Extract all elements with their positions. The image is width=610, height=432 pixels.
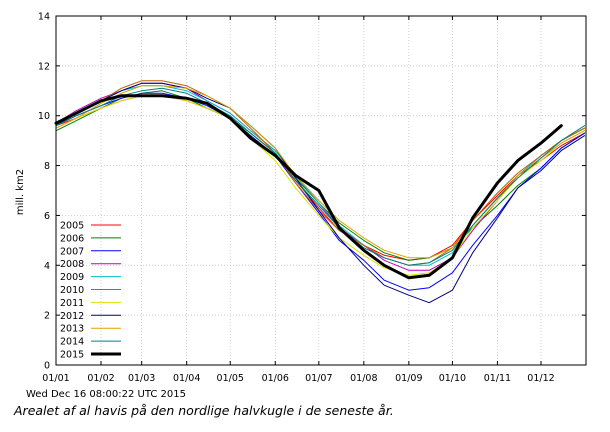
series-line-2007 (55, 92, 585, 291)
legend-label-2014: 2014 (60, 337, 84, 348)
legend-label-2007: 2007 (60, 246, 84, 257)
y-tick-label: 4 (44, 261, 50, 272)
legend-label-2011: 2011 (60, 298, 84, 309)
y-axis-label: mill. km2 (15, 169, 26, 215)
y-tick-label: 0 (44, 361, 50, 372)
y-ticks: 0 2 4 6 8 10 12 14 (38, 12, 586, 372)
y-tick-label: 14 (38, 12, 50, 23)
legend-label-2010: 2010 (60, 285, 84, 296)
plot-frame (55, 15, 587, 366)
x-tick-label: 01/09 (395, 373, 422, 384)
y-tick-label: 6 (44, 211, 50, 222)
x-tick-label: 01/08 (350, 373, 377, 384)
series-line-2008 (55, 82, 585, 271)
x-tick-label: 01/11 (484, 373, 511, 384)
x-tick-label: 01/01 (42, 373, 69, 384)
timestamp: Wed Dec 16 08:00:22 UTC 2015 (26, 389, 186, 400)
legend-label-2006: 2006 (60, 233, 84, 244)
x-tick-label: 01/10 (439, 373, 466, 384)
x-ticks: 01/01 01/02 01/03 01/04 01/05 01/06 01/07 01/08… (42, 16, 555, 384)
x-tick-label: 01/02 (87, 373, 114, 384)
y-tick-label: 12 (38, 61, 50, 72)
series-line-2015 (54, 94, 563, 280)
y-tick-label: 2 (44, 311, 50, 322)
legend-label-2013: 2013 (60, 324, 84, 335)
x-tick-label: 01/06 (262, 373, 289, 384)
legend-label-2012: 2012 (60, 311, 84, 322)
x-tick-label: 01/04 (173, 373, 200, 384)
series-line-2014 (55, 87, 585, 266)
grid (56, 16, 586, 365)
y-tick-label: 10 (38, 111, 50, 122)
series-lines (54, 80, 585, 304)
legend-label-2008: 2008 (60, 259, 84, 270)
x-tick-label: 01/05 (217, 373, 244, 384)
y-tick-label: 8 (44, 161, 50, 172)
legend-label-2009: 2009 (60, 272, 84, 283)
x-tick-label: 01/03 (128, 373, 155, 384)
legend-label-2015: 2015 (60, 350, 84, 361)
x-tick-label: 01/12 (527, 373, 554, 384)
series-line-2005 (55, 95, 585, 261)
series-line-2012 (55, 82, 585, 304)
series-line-2013 (55, 85, 585, 259)
legend-label-2005: 2005 (60, 221, 84, 232)
caption: Arealet af al havis på den nordlige halv… (14, 403, 394, 418)
x-tick-label: 01/07 (305, 373, 332, 384)
